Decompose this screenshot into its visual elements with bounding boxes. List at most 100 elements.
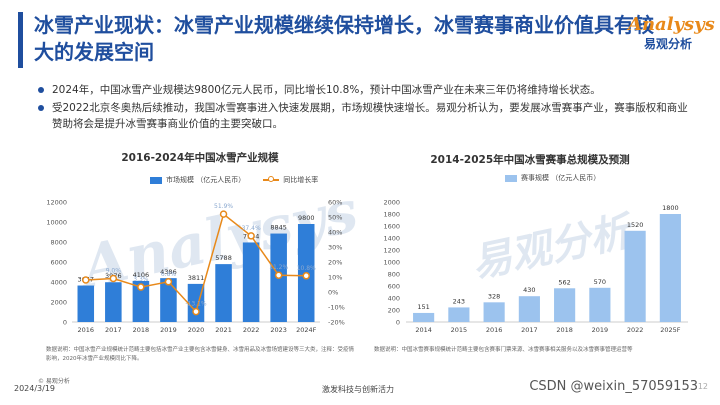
chart2-legend: 赛事规模 （亿元人民币） [505,173,600,183]
chart1-svg: 0 2000 4000 6000 8000 10000 12000 -20% -10% 0% 10%… [46,199,345,335]
bar-value-label: 1520 [627,221,644,229]
logo-english: Analysys [628,14,715,35]
bar [554,288,576,322]
bullet-item: 2024年，中国冰雪产业规模达9800亿元人民币，同比增长10.8%，预计中国冰… [38,82,688,98]
chart1-title: 2016-2024年中国冰雪产业规模 [121,152,279,164]
growth-rate-label: 9.0% [106,268,122,275]
legend-line-swatch [263,176,280,182]
title-accent-bar [18,12,23,68]
x-tick-label: 2024F [296,326,317,334]
bar-value-label: 430 [523,286,535,294]
x-tick-label: 2025F [660,326,681,334]
bar [132,280,150,322]
bar-value-label: 9800 [298,214,315,222]
y2-tick-label: 60% [328,199,342,207]
x-tick-label: 2015 [451,326,468,334]
bar-value-label: 562 [558,278,570,286]
page-title: 冰雪产业现状：冰雪产业规模继续保持增长，冰雪赛事商业价值具有较大的发展空间 [34,13,654,64]
x-tick-label: 2022 [243,326,260,334]
chart1-legend: 市场规模 （亿元人民币） 同比增长率 [150,175,318,185]
y-tick-label: 2000 [383,199,400,207]
y2-tick-label: 0% [328,289,338,297]
legend-bar-swatch [150,176,162,184]
y-tick-label: 1600 [383,223,400,231]
x-tick-label: 2021 [215,326,232,334]
y-tick-label: 10000 [46,219,67,227]
growth-rate-label: 51.9% [214,203,233,210]
bar [589,287,611,322]
x-tick-label: 2017 [521,326,538,334]
legend-bar-label: 赛事规模 （亿元人民币） [521,174,601,182]
y-tick-label: 600 [388,283,400,291]
growth-point [302,272,310,280]
legend-line-label: 同比增长率 [283,176,319,184]
bar-value-label: 3811 [188,274,205,282]
bar-value-label: 570 [594,278,606,286]
x-tick-label: 2014 [415,326,432,334]
growth-rate-label: 6.8% [161,271,177,278]
y2-tick-label: -10% [328,304,345,312]
x-tick-label: 2023 [270,326,287,334]
growth-point [164,278,173,286]
x-tick-label: 2018 [133,326,150,334]
x-tick-label: 2022 [627,326,644,334]
x-tick-label: 2019 [160,326,177,334]
growth-rate-label: -13.1% [185,301,207,308]
page-number: 12 [697,382,708,391]
bar [187,283,205,322]
y-tick-label: 0 [63,319,67,327]
bar [659,214,681,322]
growth-point [137,283,145,291]
y-tick-label: 200 [388,307,400,315]
bar [448,307,470,322]
bar [215,264,232,322]
bar-value-label: 4386 [160,268,177,276]
y2-tick-label: 50% [328,214,342,222]
x-tick-label: 2020 [188,326,205,334]
growth-point [192,307,200,316]
growth-point [82,276,90,284]
x-tick-label: 2019 [592,326,609,334]
y2-tick-label: 30% [328,244,342,252]
bar-value-label: 5788 [215,254,232,262]
bar-value-label: 243 [453,297,465,305]
logo-chinese: 易观分析 [643,37,692,51]
footer-slogan: 激发科技与创新活力 [322,385,394,394]
bar [624,230,646,322]
bar [160,278,177,322]
growth-rate-label: 37.4% [242,225,261,232]
y-tick-label: 2000 [50,299,67,307]
y-tick-label: 6000 [50,259,67,267]
y2-tick-label: 10% [328,274,342,282]
chart1-note: 数据说明：中国冰雪产业规模统计范畴主要包括冰雪产业主要包含冰雪健身、冰雪用品及冰… [46,347,355,362]
bar-value-label: 151 [417,303,429,311]
y-tick-label: 1200 [383,247,400,255]
x-tick-label: 2016 [486,326,503,334]
y2-tick-label: -20% [328,319,345,327]
y-tick-label: 1400 [383,235,400,243]
footer-date: 2024/3/19 [14,384,56,393]
bullet-list: 2024年，中国冰雪产业规模达9800亿元人民币，同比增长10.8%，预计中国冰… [38,82,688,134]
bar [413,312,435,322]
y2-tick-label: 20% [328,259,342,267]
bar-value-label: 1800 [662,204,679,212]
x-tick-label: 2017 [105,326,122,334]
chart2-svg: 0 200 400 600 800 1000 1200 1400 1600 1800 2000 151… [383,199,688,334]
bar [242,242,260,322]
source-label: © 易观分析 [38,378,70,385]
bullet-item: 受2022北京冬奥热后续推动，我国冰雪赛事进入快速发展期，市场规模快速增长。易观… [38,100,688,132]
growth-rate-label: 3.3% [133,276,149,283]
y-tick-label: 4000 [50,279,67,287]
growth-point [109,274,118,283]
bar [105,282,122,322]
csdn-watermark: CSDN @weixin_57059153 [529,379,698,394]
y-tick-label: 400 [388,295,400,303]
growth-rate-label: 10.8% [297,265,316,272]
bar-value-label: 328 [488,292,500,300]
y-tick-label: 1800 [383,211,400,219]
y-tick-label: 12000 [46,199,67,207]
y2-tick-label: 40% [328,229,342,237]
bar [518,296,540,322]
legend-bar-label: 市场规模 （亿元人民币） [166,176,246,184]
growth-point [247,232,255,240]
